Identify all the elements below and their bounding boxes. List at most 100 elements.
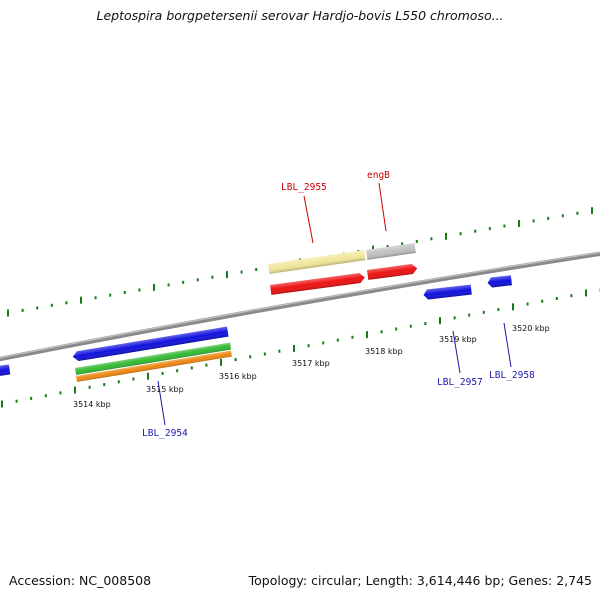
upper-row-major-tick	[153, 283, 155, 291]
lower-row-minor-tick	[176, 369, 179, 373]
scale-label-3515: 3515 kbp	[146, 385, 184, 394]
upper-row-minor-tick	[576, 211, 579, 215]
upper-row-minor-tick	[459, 232, 462, 236]
lower-row-minor-tick	[117, 380, 120, 384]
lower-row-minor-tick	[59, 391, 62, 395]
lbl-2954-cds-orange[interactable]	[76, 350, 232, 382]
upper-row-minor-tick	[36, 306, 39, 310]
genome-backbone-highlight	[0, 251, 600, 359]
lower-row-minor-tick	[322, 341, 325, 345]
lower-row-minor-tick	[395, 327, 398, 331]
scale-label-3516: 3516 kbp	[219, 372, 257, 381]
engB-gene[interactable]	[367, 263, 418, 280]
upper-row-minor-tick	[401, 242, 404, 246]
lower-row-minor-tick	[351, 335, 354, 339]
lbl-2957-gene[interactable]	[423, 284, 472, 300]
lower-row-minor-tick	[336, 338, 339, 342]
lower-row-minor-tick	[30, 396, 33, 400]
lower-row-minor-tick	[380, 330, 383, 334]
lbl-2954-leader-line	[157, 380, 166, 426]
lower-row-major-tick	[293, 345, 295, 352]
lower-row-major-tick	[439, 317, 441, 325]
lower-row-major-tick	[585, 289, 587, 297]
lower-row-minor-tick	[190, 366, 193, 370]
upper-row-minor-tick	[503, 224, 506, 228]
lower-row-major-tick	[147, 372, 149, 380]
upper-row-minor-tick	[182, 280, 185, 284]
lbl-2958-gene[interactable]	[487, 275, 512, 288]
lower-row-minor-tick	[44, 394, 47, 398]
upper-row-minor-tick	[386, 245, 389, 248]
lower-row-major-tick	[220, 358, 222, 366]
lower-row-minor-tick	[409, 324, 412, 328]
scale-label-3520: 3520 kbp	[512, 324, 550, 333]
lower-row-minor-tick	[234, 358, 237, 362]
lower-row-minor-tick	[468, 313, 471, 317]
lbl-2957-leader-line	[452, 330, 461, 374]
gene-label-engB[interactable]: engB	[367, 170, 390, 181]
lower-row-minor-tick	[263, 352, 266, 356]
lower-row-minor-tick	[482, 310, 485, 314]
lower-row-major-tick	[1, 400, 3, 408]
lower-row-minor-tick	[526, 302, 529, 306]
upper-row-minor-tick	[196, 278, 199, 282]
upper-row-major-tick	[7, 309, 9, 317]
gene-label-lbl-2955[interactable]: LBL_2955	[281, 182, 327, 193]
upper-row-minor-tick	[138, 288, 141, 292]
lower-row-minor-tick	[103, 383, 106, 387]
gene-label-lbl-2954[interactable]: LBL_2954	[142, 428, 188, 439]
genome-backbone	[0, 251, 600, 362]
scale-label-3514: 3514 kbp	[73, 400, 111, 409]
lower-row-minor-tick	[161, 371, 164, 375]
scale-label-3517: 3517 kbp	[292, 359, 330, 368]
lower-row-minor-tick	[278, 349, 281, 353]
upper-row-minor-tick	[50, 303, 53, 307]
upper-row-minor-tick	[532, 219, 535, 223]
lbl-2955-gene[interactable]	[270, 272, 365, 295]
upper-row-minor-tick	[21, 308, 24, 312]
lbl-2954-cds-green[interactable]	[75, 342, 232, 375]
lower-row-minor-tick	[307, 344, 310, 348]
lower-row-minor-tick	[497, 308, 500, 312]
lower-tick-row	[1, 288, 600, 408]
lower-row-minor-tick	[249, 355, 252, 359]
lower-row-minor-tick	[15, 399, 18, 403]
lower-row-minor-tick	[205, 363, 208, 367]
upper-row-minor-tick	[547, 216, 550, 220]
lower-row-minor-tick	[424, 322, 427, 325]
lower-row-major-tick	[512, 303, 514, 311]
engB-leader-line	[378, 182, 387, 232]
gene-label-lbl-2958[interactable]: LBL_2958	[489, 370, 535, 381]
upper-row-minor-tick	[211, 275, 214, 279]
lower-row-minor-tick	[555, 297, 558, 300]
upper-row-major-tick	[226, 271, 228, 279]
upper-row-minor-tick	[94, 296, 97, 300]
upper-row-minor-tick	[123, 291, 126, 294]
lbl-2955-cds[interactable]	[268, 250, 366, 274]
lbl-2958-leader-line	[503, 322, 512, 368]
gene-label-lbl-2957[interactable]: LBL_2957	[437, 377, 483, 388]
lower-row-major-tick	[366, 331, 368, 339]
genome-summary-text: Topology: circular; Length: 3,614,446 bp…	[248, 573, 592, 588]
upper-row-minor-tick	[415, 239, 418, 243]
upper-row-minor-tick	[474, 229, 477, 233]
upper-row-minor-tick	[167, 283, 170, 287]
upper-row-minor-tick	[255, 268, 258, 271]
scale-label-3518: 3518 kbp	[365, 347, 403, 356]
upper-row-minor-tick	[488, 227, 491, 231]
upper-row-minor-tick	[561, 214, 564, 218]
upper-row-major-tick	[445, 232, 447, 240]
upper-row-major-tick	[518, 220, 520, 227]
left-edge-gene[interactable]	[0, 364, 11, 376]
upper-row-minor-tick	[65, 301, 68, 305]
map-title: Leptospira borgpetersenii serovar Hardjo…	[96, 8, 504, 23]
lower-row-major-tick	[74, 386, 76, 394]
upper-row-major-tick	[591, 207, 593, 215]
lower-row-minor-tick	[132, 377, 135, 381]
lower-row-minor-tick	[541, 299, 544, 303]
engB-cds[interactable]	[366, 243, 416, 260]
lower-row-minor-tick	[88, 385, 91, 389]
lbl-2954-gene[interactable]	[72, 326, 229, 362]
